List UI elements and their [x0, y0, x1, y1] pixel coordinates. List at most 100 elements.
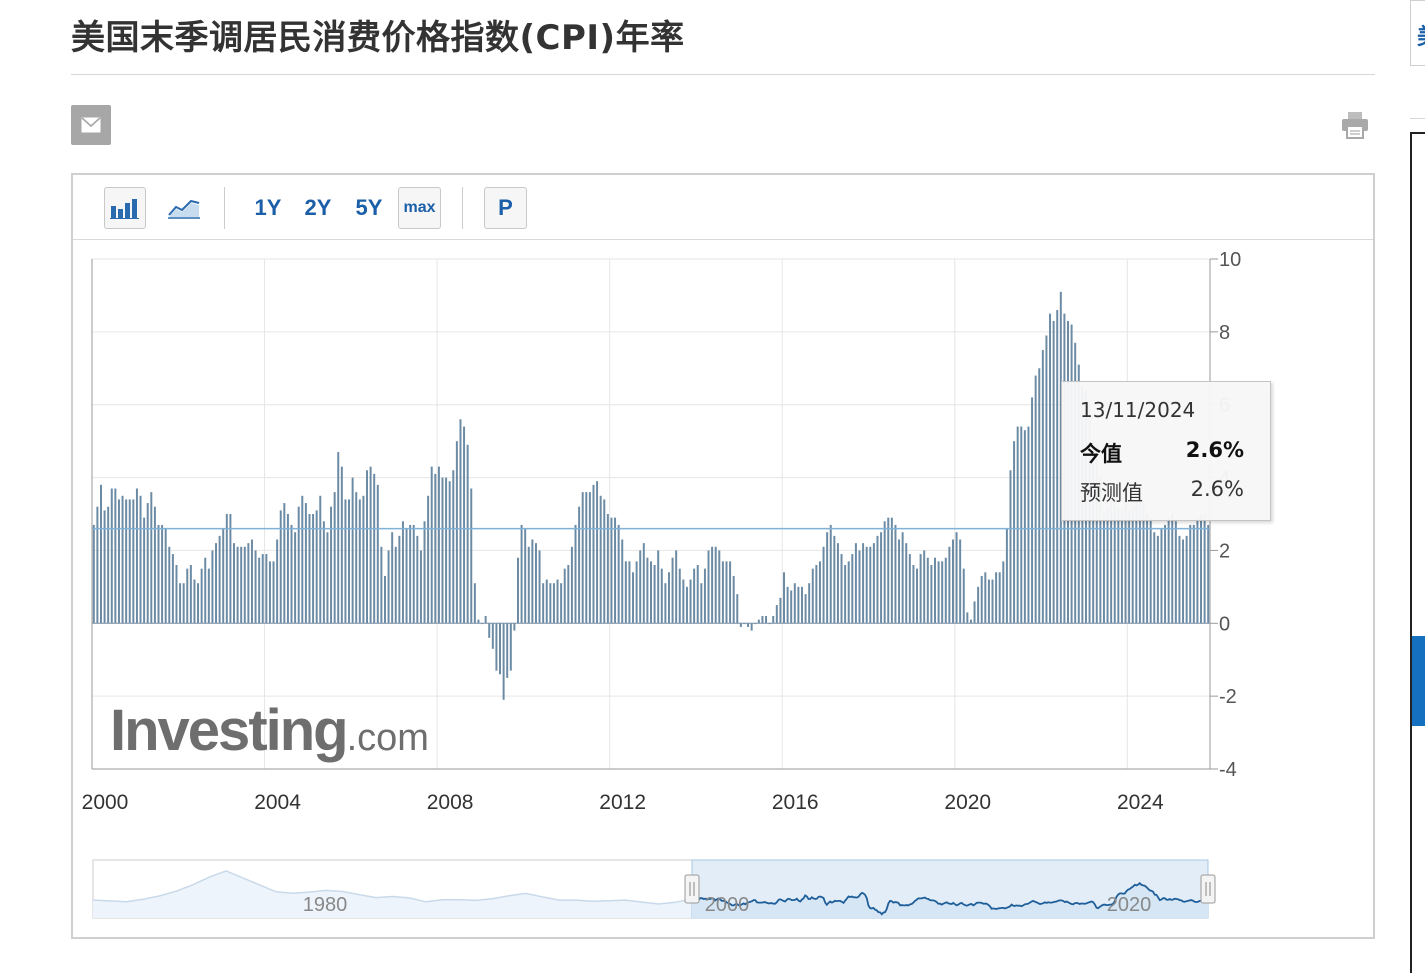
bar	[452, 470, 455, 624]
range-max-button[interactable]: max	[398, 187, 441, 229]
bar	[455, 441, 458, 624]
bar	[423, 521, 426, 624]
bar	[653, 565, 656, 624]
mail-button[interactable]	[71, 105, 111, 145]
bar	[1052, 320, 1055, 624]
bar	[1056, 310, 1059, 624]
bar	[222, 528, 225, 624]
bar	[445, 477, 448, 624]
bar	[934, 557, 936, 624]
bar	[797, 586, 800, 624]
bar	[240, 546, 243, 624]
bar	[549, 583, 552, 624]
bar	[1203, 514, 1206, 624]
bar	[1095, 444, 1098, 624]
bar	[1200, 514, 1203, 624]
bar	[872, 543, 875, 624]
line-chart-button[interactable]	[161, 187, 207, 229]
range-2y-button[interactable]: 2Y	[304, 195, 332, 220]
bar	[351, 477, 354, 624]
bar	[703, 568, 706, 624]
bar	[725, 561, 728, 624]
tooltip-forecast-label: 预测值	[1080, 481, 1143, 505]
bar	[1124, 499, 1127, 624]
bar	[650, 561, 652, 624]
bar	[143, 517, 146, 624]
bar	[1167, 517, 1170, 624]
bar	[157, 524, 160, 624]
bar	[1171, 514, 1174, 624]
navigator-tick-label: 2000	[705, 894, 750, 916]
bar	[258, 557, 261, 624]
bar	[121, 495, 124, 624]
bar	[1142, 503, 1145, 624]
bar-chart-button[interactable]	[104, 187, 146, 229]
bar	[283, 503, 286, 624]
bar	[818, 561, 821, 624]
bar	[614, 517, 617, 624]
bar	[509, 623, 512, 671]
bar	[869, 546, 872, 624]
navigator-left-handle[interactable]	[684, 874, 700, 904]
bar	[657, 550, 660, 624]
bar	[1016, 426, 1019, 624]
bar	[581, 492, 584, 624]
bar	[470, 488, 473, 624]
bar	[563, 568, 566, 624]
bar	[1020, 426, 1023, 624]
navigator-right-handle[interactable]	[1200, 874, 1216, 904]
bar	[355, 492, 358, 624]
bar	[193, 579, 196, 624]
toolbar-separator	[224, 187, 225, 229]
bar	[484, 616, 487, 624]
bar	[585, 492, 588, 624]
bar	[326, 532, 329, 624]
bar	[552, 583, 555, 624]
bar	[491, 623, 494, 649]
bar	[135, 488, 138, 624]
bar	[412, 524, 415, 624]
bar	[804, 594, 807, 624]
bar	[380, 546, 383, 624]
p-button[interactable]: P	[484, 187, 527, 229]
side-panel-accent[interactable]	[1412, 636, 1425, 726]
bar	[261, 554, 264, 624]
bar	[416, 535, 419, 624]
bar	[164, 528, 167, 624]
bar	[534, 543, 537, 624]
bar	[495, 623, 498, 671]
bar	[880, 532, 883, 624]
bar	[905, 543, 908, 624]
bar	[588, 492, 591, 624]
bar	[937, 561, 940, 624]
bar	[333, 492, 336, 624]
bar	[808, 583, 811, 624]
bar	[506, 623, 509, 678]
tooltip-date: 13/11/2024	[1080, 398, 1196, 422]
bar	[229, 514, 232, 624]
bar	[621, 539, 624, 624]
bar	[1138, 499, 1141, 624]
bar	[107, 506, 110, 624]
bar	[962, 568, 965, 624]
page-title: 美国末季调居民消费价格指数(CPI)年率	[71, 18, 685, 58]
navigator-selected-line	[691, 881, 1209, 916]
print-button[interactable]	[1340, 110, 1370, 140]
bar	[110, 488, 113, 624]
range-1y-button[interactable]: 1Y	[254, 195, 282, 220]
bar	[161, 524, 164, 624]
bar	[376, 484, 379, 624]
bar	[1031, 397, 1034, 624]
bar	[639, 550, 642, 624]
range-5y-button[interactable]: 5Y	[355, 195, 383, 220]
bar	[312, 514, 315, 624]
bar	[394, 546, 397, 624]
bar	[330, 506, 333, 624]
bar	[1146, 514, 1149, 624]
bar	[1153, 532, 1156, 624]
navigator[interactable]: 1980 2000 2020	[92, 859, 1216, 919]
bar	[696, 565, 699, 624]
bar	[139, 495, 142, 624]
bar	[92, 524, 95, 624]
